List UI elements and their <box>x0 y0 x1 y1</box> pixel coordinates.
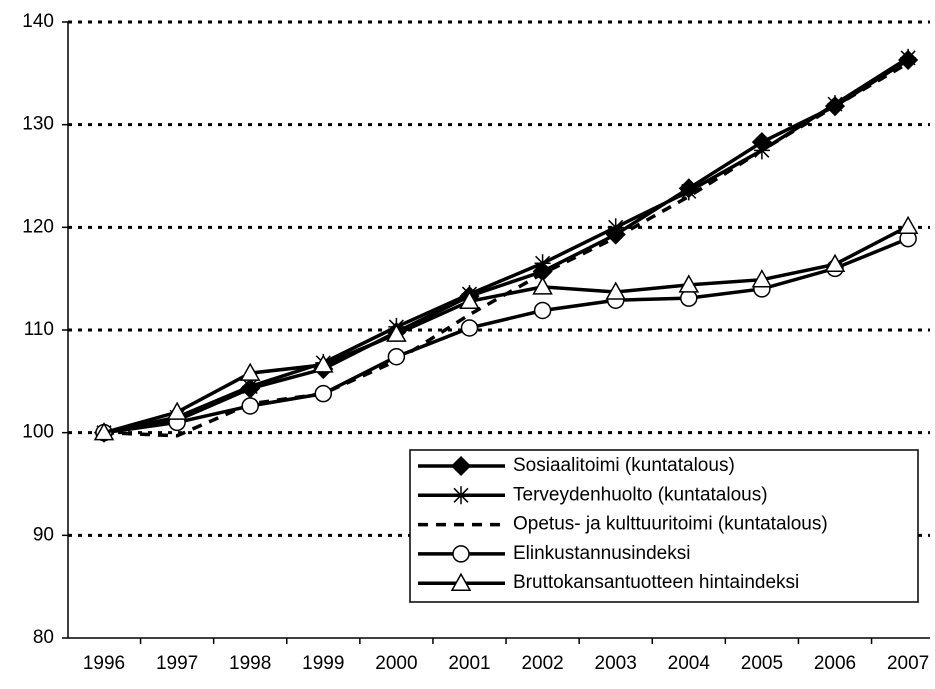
marker <box>313 354 334 373</box>
y-tick-label: 90 <box>33 524 54 545</box>
legend-label: Elinkustannusindeksi <box>513 543 690 564</box>
series-line <box>103 61 909 438</box>
marker <box>534 254 551 273</box>
marker <box>93 422 115 441</box>
x-tick-label: 2006 <box>814 653 856 674</box>
marker <box>751 269 773 288</box>
marker <box>450 455 472 477</box>
x-tick-label: 2003 <box>595 653 637 674</box>
x-tick-label: 2005 <box>741 653 783 674</box>
marker <box>532 276 553 295</box>
marker <box>533 301 552 320</box>
series <box>96 48 917 442</box>
marker <box>897 215 919 235</box>
series <box>103 61 909 438</box>
legend-label: Opetus- ja kulttuuritoimi (kuntatalous) <box>513 514 828 535</box>
marker <box>450 572 472 591</box>
x-tick-label: 1998 <box>229 653 271 674</box>
marker <box>459 290 480 310</box>
x-tick-label: 2004 <box>668 653 711 674</box>
marker <box>387 347 406 366</box>
x-tick-label: 2007 <box>887 653 929 674</box>
series-line <box>103 56 910 435</box>
x-tick-label: 2000 <box>375 653 417 674</box>
marker <box>678 274 700 293</box>
marker <box>607 218 624 237</box>
x-tick-label: 1996 <box>83 653 125 674</box>
legend-label: Sosiaalitoimi (kuntatalous) <box>513 455 735 476</box>
marker <box>166 401 188 420</box>
x-tick-label: 1999 <box>302 653 344 674</box>
marker <box>452 545 470 563</box>
marker <box>241 397 259 415</box>
marker <box>242 377 259 396</box>
marker <box>453 486 469 505</box>
marker <box>824 253 846 273</box>
legend-label: Bruttokansantuotteen hintaindeksi <box>513 572 799 593</box>
series-line <box>103 224 909 435</box>
series-line <box>103 58 910 435</box>
x-tick-label: 1997 <box>156 653 198 674</box>
marker <box>680 182 697 201</box>
marker <box>900 48 917 67</box>
marker <box>827 95 843 114</box>
series-line <box>103 237 909 435</box>
series <box>93 49 919 443</box>
marker <box>605 281 626 300</box>
legend-label: Terveydenhuolto (kuntatalous) <box>513 484 768 505</box>
y-tick-label: 100 <box>22 422 54 443</box>
marker <box>314 384 333 403</box>
y-tick-label: 80 <box>33 627 54 648</box>
series <box>93 215 919 441</box>
series <box>95 229 917 442</box>
y-tick-label: 130 <box>22 114 54 135</box>
marker <box>239 362 261 381</box>
y-tick-label: 120 <box>22 216 54 237</box>
x-tick-label: 2001 <box>448 653 490 674</box>
marker <box>386 323 407 342</box>
x-tick-label: 2002 <box>521 653 563 674</box>
y-tick-label: 110 <box>24 319 54 340</box>
y-tick-label: 140 <box>22 11 54 32</box>
marker <box>460 319 479 337</box>
